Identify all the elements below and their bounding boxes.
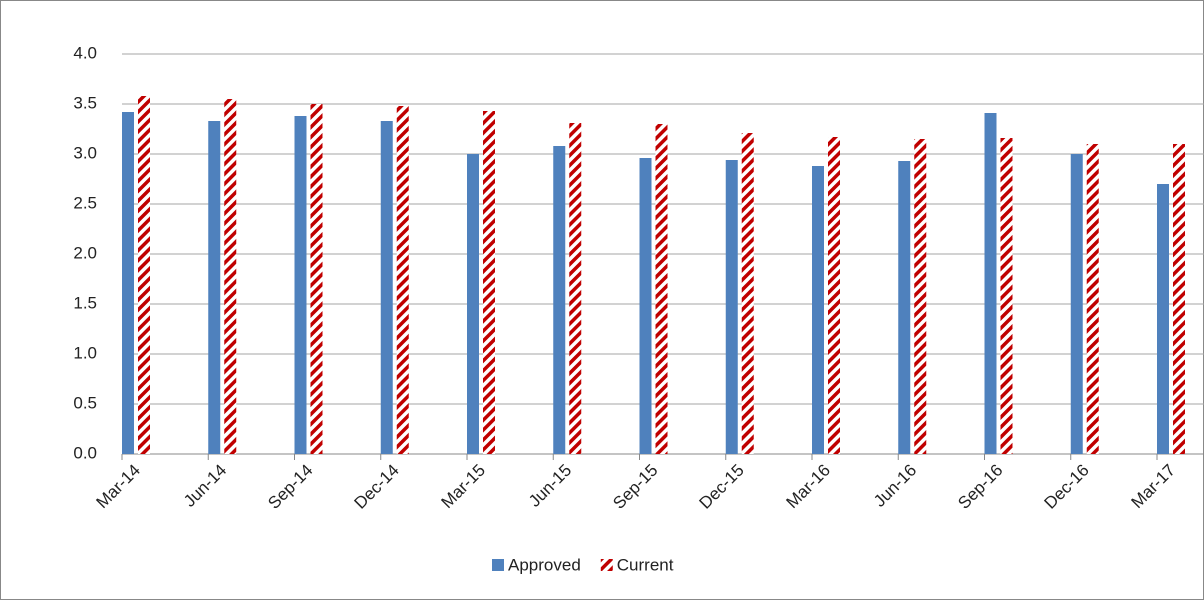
y-tick-label: 3.5 [73,93,97,112]
bar [553,146,566,454]
y-tick-label: 1.0 [73,343,97,362]
bar [1070,154,1083,454]
bar [138,96,150,454]
bar [984,113,997,454]
bar [380,121,393,454]
bar [914,139,927,454]
bar [741,133,754,454]
legend-label: Current [617,555,674,574]
bar [898,161,911,454]
bar [569,123,582,454]
legend-swatch [492,559,504,571]
y-tick-label: 2.0 [73,243,97,262]
bar [725,160,738,454]
bar [310,104,323,454]
y-tick-label: 0.0 [73,443,97,462]
bar [1086,144,1099,454]
bar [639,158,652,454]
bar [396,106,409,454]
bar [1157,184,1169,454]
legend-swatch [600,559,613,571]
bar [122,112,134,454]
bar [483,111,495,454]
bar [467,154,479,454]
y-tick-label: 2.5 [73,193,97,212]
bar [224,99,237,454]
bar [812,166,824,454]
bar [655,124,668,454]
bar [294,116,307,454]
y-tick-label: 0.5 [73,393,97,412]
bar [1173,144,1185,454]
bar [208,121,221,454]
bar [1000,138,1013,454]
y-tick-label: 1.5 [73,293,97,312]
legend-label: Approved [508,555,581,574]
bar [828,137,840,454]
y-tick-label: 4.0 [73,43,97,62]
y-tick-label: 3.0 [73,143,97,162]
